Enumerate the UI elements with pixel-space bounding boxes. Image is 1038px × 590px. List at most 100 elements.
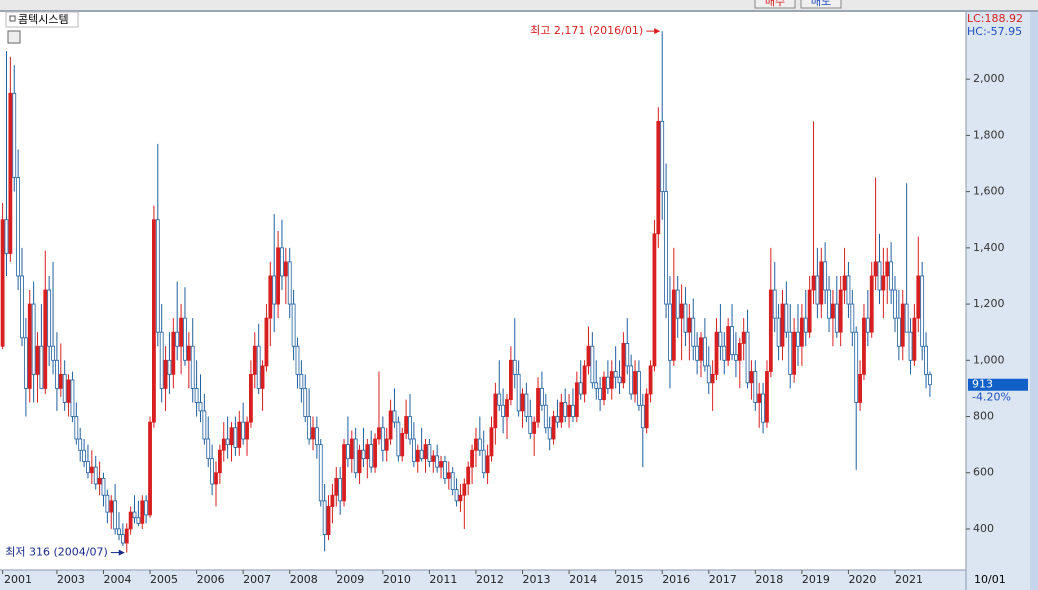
candle-body xyxy=(904,303,909,333)
candle-body xyxy=(326,506,331,535)
candle-body xyxy=(86,461,90,474)
x-tick-label: 2016 xyxy=(662,573,690,586)
candle-body xyxy=(799,317,804,347)
candle-body xyxy=(865,317,870,333)
annotation: 최고 2,171 (2016/01) xyxy=(530,24,643,37)
candle-body xyxy=(912,317,917,361)
candle-body xyxy=(699,337,703,361)
y-tick-label: 1,400 xyxy=(973,241,1005,254)
candle-body xyxy=(388,410,393,440)
candle-body xyxy=(454,489,459,502)
x-tick-label: 2021 xyxy=(895,573,923,586)
candle-body xyxy=(280,247,284,277)
candle-body xyxy=(136,517,141,524)
candle-body xyxy=(512,359,517,375)
candle-body xyxy=(574,382,579,417)
candle-body xyxy=(16,177,21,277)
candle-body xyxy=(190,345,195,389)
candle-body xyxy=(221,438,226,451)
candle-body xyxy=(671,289,676,361)
candle-body xyxy=(27,303,32,389)
candle-body xyxy=(625,343,630,367)
x-tick-label: 2008 xyxy=(290,573,318,586)
candle-body xyxy=(338,477,343,502)
candle-body xyxy=(753,371,758,403)
candle-body xyxy=(404,416,409,434)
candle-body xyxy=(547,427,552,440)
candle-body xyxy=(761,393,765,423)
x-tick-label: 2013 xyxy=(523,573,551,586)
candle-body xyxy=(838,289,843,333)
candle-body xyxy=(858,373,862,403)
title-box xyxy=(5,11,79,28)
candle-body xyxy=(283,261,288,277)
candle-body xyxy=(784,303,789,333)
candle-body xyxy=(439,461,443,468)
candle-body xyxy=(264,317,269,367)
candle-body xyxy=(605,376,610,389)
candle-body xyxy=(768,289,773,372)
candle-body xyxy=(629,365,634,395)
y-tick-label: 1,600 xyxy=(973,185,1005,198)
candle-body xyxy=(881,275,886,291)
candle-body xyxy=(159,331,164,389)
candle-body xyxy=(427,444,432,462)
candle-body xyxy=(272,275,277,305)
candle-body xyxy=(186,345,191,361)
scrollbar xyxy=(1030,12,1038,590)
candle-body xyxy=(12,92,17,178)
change-label: -4.20% xyxy=(972,391,1011,404)
candle-body xyxy=(776,317,781,347)
candle-body xyxy=(446,472,451,479)
header-button[interactable] xyxy=(800,0,842,9)
candle-body xyxy=(183,317,187,361)
candle-body xyxy=(609,371,614,389)
candle-body xyxy=(831,303,835,319)
candle-body xyxy=(477,438,482,451)
candle-body xyxy=(357,449,362,474)
candle-body xyxy=(571,404,575,417)
candle-body xyxy=(602,376,606,401)
candle-body xyxy=(664,191,668,305)
candle-body xyxy=(765,371,769,423)
candle-body xyxy=(757,393,762,403)
annotation: 최저 316 (2004/07) xyxy=(5,546,108,559)
candle-body xyxy=(167,359,172,375)
candle-body xyxy=(644,393,649,429)
candle-body xyxy=(691,317,696,347)
x-tick-label: 2004 xyxy=(103,573,131,586)
x-tick-label: 2001 xyxy=(4,573,32,586)
candle-body xyxy=(415,449,420,462)
candle-body xyxy=(23,337,28,389)
candle-body xyxy=(687,317,692,333)
candle-body xyxy=(66,379,71,403)
candle-body xyxy=(594,382,599,389)
candle-body xyxy=(43,289,48,389)
lc-label: LC:188.92 xyxy=(967,12,1023,25)
candle-body xyxy=(598,388,603,401)
candle-body xyxy=(435,455,440,468)
x-tick-label: 2003 xyxy=(57,573,85,586)
header-button-label: 매수 xyxy=(765,0,785,8)
price-tag xyxy=(968,378,1028,391)
candle-body xyxy=(155,219,160,333)
candle-body xyxy=(82,449,86,462)
candle-body xyxy=(450,472,455,491)
candle-body xyxy=(97,477,102,485)
x-tick-label: 2009 xyxy=(336,573,364,586)
candle-body xyxy=(0,219,5,347)
title-icon xyxy=(9,15,16,22)
candle-body xyxy=(74,416,79,440)
candle-body xyxy=(702,337,707,367)
candle-body xyxy=(536,388,540,423)
candle-body xyxy=(516,373,521,412)
candle-body xyxy=(811,275,816,291)
candle-body xyxy=(268,275,273,319)
candle-body xyxy=(411,438,416,462)
header-button[interactable] xyxy=(754,0,796,9)
candle-body xyxy=(206,438,211,460)
y-tick-label: 1,200 xyxy=(973,297,1005,310)
x-tick-label: 2014 xyxy=(569,573,597,586)
settings-icon[interactable] xyxy=(7,30,21,44)
